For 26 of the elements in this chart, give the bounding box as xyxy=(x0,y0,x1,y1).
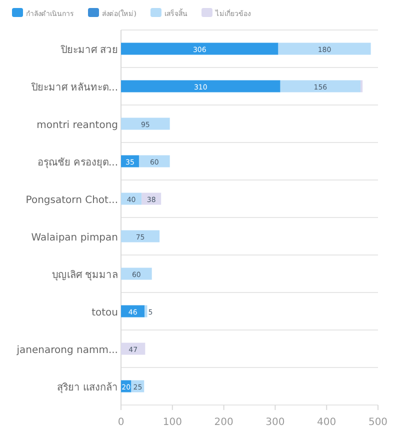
bar xyxy=(278,42,371,55)
y-tick-label: ปิยะมาศ สวย xyxy=(60,44,118,56)
x-tick-label: 100 xyxy=(162,417,182,428)
bar xyxy=(121,268,152,280)
y-tick-label: Walaipan pimpan xyxy=(31,232,118,244)
bar xyxy=(121,342,146,355)
x-tick-label: 500 xyxy=(368,417,388,428)
bar xyxy=(121,118,170,130)
x-tick-label: 400 xyxy=(317,417,336,428)
bar xyxy=(280,80,361,92)
y-tick-label: Pongsatorn Chot... xyxy=(26,194,118,206)
bar xyxy=(121,80,280,92)
bar xyxy=(138,155,170,168)
bar xyxy=(144,305,148,318)
y-tick-label: ปิยะมาศ หลันทะต... xyxy=(30,82,118,94)
y-tick-label: อรุณชัย ครองยุต... xyxy=(37,157,118,168)
y-tick-label: totou xyxy=(92,307,118,318)
x-tick-label: 0 xyxy=(118,417,124,428)
bar xyxy=(121,42,278,55)
y-tick-label: สุริยา แสงกล้า xyxy=(56,381,118,394)
bar xyxy=(121,230,160,242)
y-tick-label: janenarong namm... xyxy=(16,344,118,356)
x-tick-label: 200 xyxy=(214,417,234,428)
y-tick-label: montri reantong xyxy=(36,120,118,131)
x-tick-label: 300 xyxy=(266,417,285,428)
y-tick-label: บุญเลิศ ชุมมาล xyxy=(52,270,118,281)
